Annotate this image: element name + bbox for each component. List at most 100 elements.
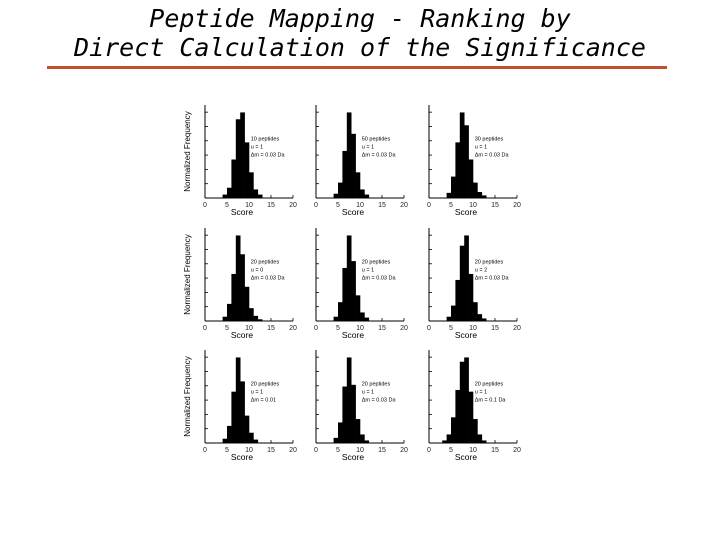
x-tick-label: 10 <box>245 447 253 454</box>
x-tick-label: 20 <box>513 447 521 454</box>
histogram-bar <box>459 112 465 198</box>
histogram-bar <box>364 440 370 443</box>
panel-annotation: Δm = 0.03 Da <box>475 152 510 158</box>
histogram-bar <box>355 419 361 443</box>
histogram-bar <box>222 194 228 198</box>
histogram-bar <box>464 357 469 443</box>
x-tick-label: 0 <box>427 202 431 209</box>
x-tick-label: 0 <box>203 325 207 332</box>
histogram-bar <box>249 308 254 321</box>
histogram-panel-1: 0 5 10 15 20 Score Normalized Frequency 10 pept… <box>183 105 297 217</box>
x-axis-label: Score <box>342 207 364 217</box>
x-tick-label: 15 <box>267 447 275 454</box>
histogram-bar <box>333 316 339 321</box>
histogram-bar <box>235 235 241 321</box>
panel-annotation: 30 peptides <box>475 136 504 142</box>
title-divider <box>47 66 667 69</box>
histogram-bar <box>231 391 237 443</box>
panel-annotation: Δm = 0.03 Da <box>362 152 397 158</box>
histogram-panel-8: 0 5 10 15 20 Score 20 peptides u = 1 Δm = 0.03 D… <box>314 350 408 462</box>
panel-annotation: u = 1 <box>475 389 487 395</box>
panel-annotation: Δm = 0.03 Da <box>251 275 286 281</box>
histogram-bar <box>468 159 474 198</box>
page-title: Peptide Mapping - Ranking by Direct Calc… <box>0 4 720 62</box>
panel-annotation: 20 peptides <box>362 381 391 387</box>
x-axis-label: Score <box>342 452 364 462</box>
histogram-bar <box>342 150 348 198</box>
x-axis-label: Score <box>455 207 477 217</box>
x-tick-label: 15 <box>267 202 275 209</box>
x-tick-label: 15 <box>491 202 499 209</box>
x-axis-label: Score <box>231 452 253 462</box>
histogram-bar <box>346 357 352 443</box>
x-tick-label: 20 <box>513 202 521 209</box>
histogram-bar <box>227 425 232 443</box>
x-tick-label: 5 <box>336 202 340 209</box>
x-tick-label: 20 <box>400 325 408 332</box>
histogram-bar <box>468 273 474 321</box>
histogram-bar <box>351 384 356 443</box>
x-tick-label: 15 <box>378 447 386 454</box>
y-axis-label: Normalized Frequency <box>183 356 192 436</box>
x-tick-label: 5 <box>336 447 340 454</box>
panel-annotation: Δm = 0.03 Da <box>362 275 397 281</box>
histogram-panel-6: 0 5 10 15 20 Score 20 peptides u = 2 Δm = 0.03 D… <box>427 228 521 340</box>
x-axis-label: Score <box>455 330 477 340</box>
histogram-bar <box>451 305 456 321</box>
histogram-bar <box>360 434 365 443</box>
panel-annotation: Δm = 0.03 Da <box>251 152 286 158</box>
histogram-bar <box>451 176 456 198</box>
x-tick-label: 10 <box>245 325 253 332</box>
x-tick-label: 0 <box>203 447 207 454</box>
histogram-bar <box>253 315 259 321</box>
panel-annotation: 20 peptides <box>475 259 504 265</box>
panel-annotation: 50 peptides <box>362 136 391 142</box>
histogram-bar <box>240 381 245 443</box>
panel-annotation: u = 1 <box>362 144 374 150</box>
histogram-panel-4: 0 5 10 15 20 Score Normalized Frequency 20 pept… <box>183 228 297 340</box>
histogram-bar <box>464 235 469 321</box>
x-tick-label: 5 <box>225 202 229 209</box>
panel-annotation: u = 1 <box>362 389 374 395</box>
histogram-bar <box>355 295 361 321</box>
x-tick-label: 10 <box>469 447 477 454</box>
histogram-bar <box>222 438 228 443</box>
histogram-bar <box>473 419 478 443</box>
x-tick-label: 10 <box>469 202 477 209</box>
histogram-bar <box>446 316 452 321</box>
x-tick-label: 0 <box>314 202 318 209</box>
histogram-bar <box>333 437 339 443</box>
title-line-1: Peptide Mapping - Ranking by <box>149 4 571 33</box>
panel-annotation: Δm = 0.1 Da <box>475 397 507 403</box>
panel-annotation: 20 peptides <box>475 381 504 387</box>
histogram-bar <box>455 142 461 198</box>
histogram-bar <box>442 440 447 443</box>
histogram-bar <box>338 422 343 443</box>
panel-annotation: u = 1 <box>251 144 263 150</box>
histogram-bar <box>231 159 237 198</box>
histogram-panel-5: 0 5 10 15 20 Score 20 peptides u = 1 Δm = 0.03 D… <box>314 228 408 340</box>
histogram-panel-2: 0 5 10 15 20 Score 50 peptides u = 1 Δm = 0.03 D… <box>314 105 408 217</box>
histogram-bar <box>240 254 245 321</box>
histogram-bar <box>235 357 241 443</box>
panel-annotation: u = 2 <box>475 267 487 273</box>
histogram-bar <box>244 286 250 321</box>
histogram-bar <box>477 192 483 198</box>
panel-annotation: u = 0 <box>251 267 263 273</box>
x-axis-label: Score <box>231 207 253 217</box>
histogram-bar <box>464 125 469 198</box>
histogram-bar <box>253 189 259 198</box>
x-tick-label: 15 <box>378 325 386 332</box>
panel-annotation: Δm = 0.01 <box>251 397 276 403</box>
histogram-bar <box>351 133 356 198</box>
histogram-bar <box>455 389 461 443</box>
x-tick-label: 5 <box>336 325 340 332</box>
histogram-bar <box>231 273 237 321</box>
x-tick-label: 10 <box>356 447 364 454</box>
histogram-bar <box>257 194 263 198</box>
histogram-bar <box>355 172 361 198</box>
panel-annotation: 20 peptides <box>251 259 280 265</box>
histogram-bar <box>244 142 250 198</box>
histogram-bar <box>346 112 352 198</box>
